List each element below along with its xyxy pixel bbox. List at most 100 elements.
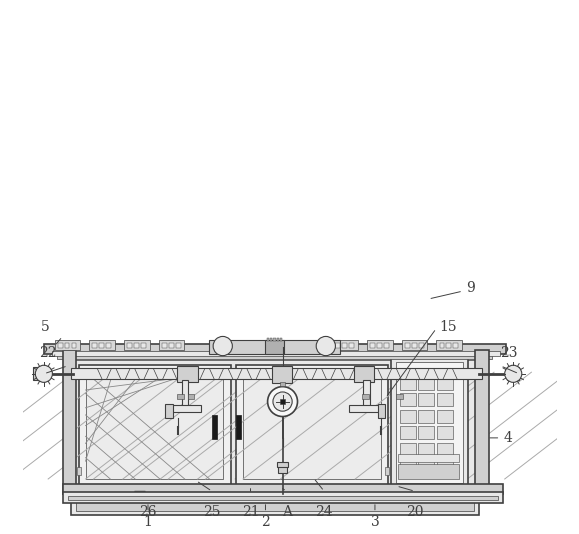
FancyBboxPatch shape (107, 343, 111, 348)
FancyBboxPatch shape (165, 404, 173, 418)
FancyBboxPatch shape (243, 372, 381, 479)
FancyBboxPatch shape (418, 376, 434, 390)
FancyBboxPatch shape (402, 340, 427, 350)
FancyBboxPatch shape (270, 338, 272, 341)
FancyBboxPatch shape (86, 372, 223, 479)
FancyBboxPatch shape (363, 380, 369, 411)
FancyBboxPatch shape (278, 466, 287, 473)
FancyBboxPatch shape (236, 365, 389, 485)
FancyBboxPatch shape (384, 343, 389, 348)
FancyBboxPatch shape (400, 443, 416, 456)
FancyBboxPatch shape (439, 343, 444, 348)
FancyBboxPatch shape (169, 343, 174, 348)
FancyBboxPatch shape (272, 366, 292, 383)
FancyBboxPatch shape (280, 338, 282, 341)
FancyBboxPatch shape (63, 350, 76, 494)
FancyBboxPatch shape (134, 343, 139, 348)
Text: 1: 1 (144, 515, 152, 529)
FancyBboxPatch shape (77, 371, 81, 379)
FancyBboxPatch shape (437, 426, 453, 439)
FancyBboxPatch shape (437, 459, 453, 473)
Text: 26: 26 (139, 505, 157, 519)
FancyBboxPatch shape (177, 394, 184, 399)
FancyBboxPatch shape (418, 410, 434, 423)
FancyBboxPatch shape (396, 394, 403, 399)
FancyBboxPatch shape (127, 343, 132, 348)
FancyBboxPatch shape (33, 367, 45, 380)
FancyBboxPatch shape (400, 426, 416, 439)
FancyBboxPatch shape (79, 365, 231, 485)
FancyBboxPatch shape (89, 340, 115, 350)
FancyBboxPatch shape (188, 394, 195, 399)
FancyBboxPatch shape (378, 404, 385, 418)
FancyBboxPatch shape (72, 343, 76, 348)
FancyBboxPatch shape (437, 410, 453, 423)
FancyBboxPatch shape (273, 338, 276, 341)
FancyBboxPatch shape (349, 343, 354, 348)
FancyBboxPatch shape (377, 343, 382, 348)
FancyBboxPatch shape (71, 368, 482, 379)
FancyBboxPatch shape (77, 467, 81, 475)
FancyBboxPatch shape (362, 394, 368, 399)
FancyBboxPatch shape (446, 343, 451, 348)
FancyBboxPatch shape (68, 496, 498, 500)
FancyBboxPatch shape (265, 340, 284, 354)
FancyBboxPatch shape (335, 343, 340, 348)
FancyBboxPatch shape (398, 464, 459, 479)
FancyBboxPatch shape (54, 340, 80, 350)
Text: 3: 3 (371, 515, 379, 529)
FancyBboxPatch shape (63, 492, 503, 503)
FancyBboxPatch shape (277, 462, 288, 467)
FancyBboxPatch shape (167, 405, 201, 412)
FancyBboxPatch shape (437, 443, 453, 456)
Circle shape (316, 336, 335, 356)
FancyBboxPatch shape (400, 393, 416, 406)
Text: 25: 25 (203, 505, 221, 519)
Circle shape (213, 336, 232, 356)
FancyBboxPatch shape (159, 340, 184, 350)
Text: 9: 9 (466, 281, 474, 295)
FancyBboxPatch shape (124, 340, 149, 350)
FancyBboxPatch shape (418, 393, 434, 406)
FancyBboxPatch shape (57, 355, 492, 359)
FancyBboxPatch shape (236, 415, 241, 439)
FancyBboxPatch shape (182, 380, 188, 411)
FancyBboxPatch shape (162, 343, 167, 348)
FancyBboxPatch shape (398, 454, 459, 462)
FancyBboxPatch shape (396, 362, 463, 483)
FancyBboxPatch shape (71, 490, 479, 515)
Text: A: A (282, 505, 292, 519)
FancyBboxPatch shape (437, 340, 462, 350)
FancyBboxPatch shape (277, 338, 279, 341)
FancyBboxPatch shape (418, 443, 434, 456)
Text: 2: 2 (261, 515, 270, 529)
FancyBboxPatch shape (65, 343, 69, 348)
FancyBboxPatch shape (453, 343, 458, 348)
FancyBboxPatch shape (349, 405, 384, 412)
Text: 21: 21 (241, 505, 259, 519)
FancyBboxPatch shape (370, 343, 375, 348)
Text: 5: 5 (41, 320, 49, 334)
FancyBboxPatch shape (418, 459, 434, 473)
FancyBboxPatch shape (280, 382, 285, 386)
FancyBboxPatch shape (58, 343, 63, 348)
FancyBboxPatch shape (367, 340, 393, 350)
FancyBboxPatch shape (267, 338, 269, 341)
FancyBboxPatch shape (332, 340, 358, 350)
FancyBboxPatch shape (76, 493, 474, 511)
FancyBboxPatch shape (210, 340, 340, 354)
Circle shape (505, 365, 522, 382)
Text: 22: 22 (39, 347, 57, 360)
FancyBboxPatch shape (141, 343, 146, 348)
FancyBboxPatch shape (342, 343, 347, 348)
FancyBboxPatch shape (475, 350, 489, 494)
FancyBboxPatch shape (507, 367, 519, 380)
FancyBboxPatch shape (354, 366, 374, 382)
FancyBboxPatch shape (280, 399, 285, 404)
FancyBboxPatch shape (52, 351, 500, 356)
FancyBboxPatch shape (391, 358, 468, 487)
FancyBboxPatch shape (63, 484, 503, 494)
FancyBboxPatch shape (400, 376, 416, 390)
FancyBboxPatch shape (100, 343, 104, 348)
Circle shape (35, 365, 53, 382)
